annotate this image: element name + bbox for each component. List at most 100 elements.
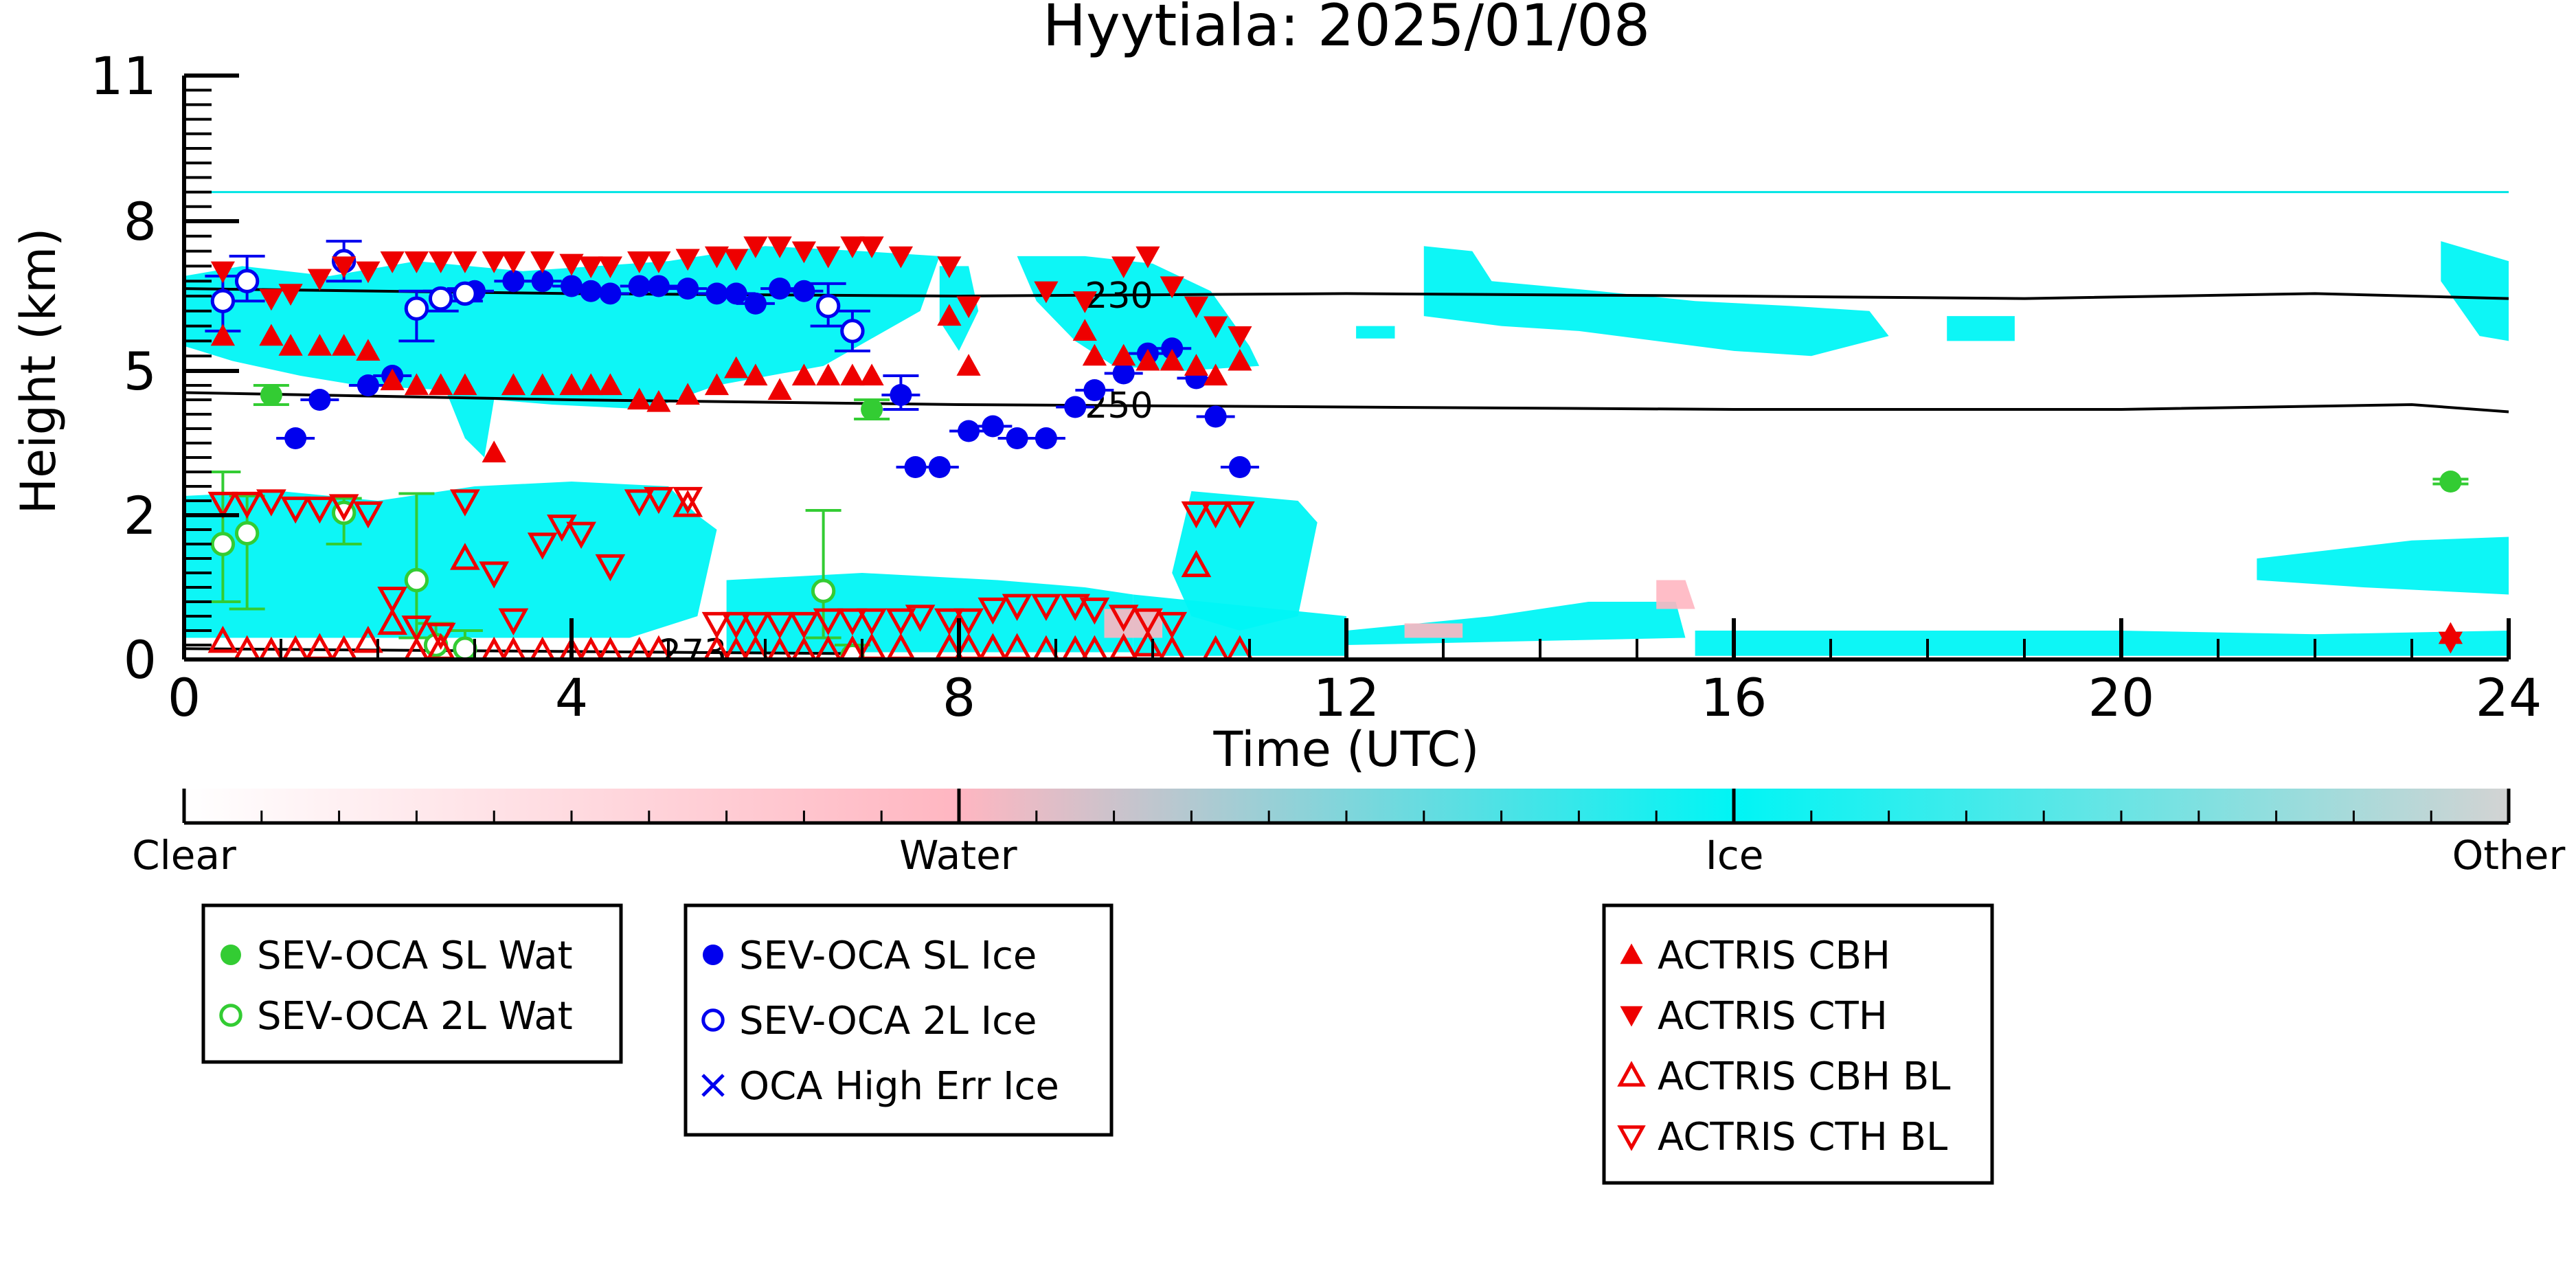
- legend-frame: [683, 903, 1114, 1137]
- data-point: [1181, 501, 1212, 529]
- data-point: [578, 256, 603, 278]
- data-point: [1072, 319, 1097, 341]
- data-point: [566, 521, 596, 549]
- data-point: [2439, 471, 2462, 493]
- data-point: [791, 241, 816, 264]
- data-point: [1111, 343, 1136, 366]
- cloud-region-ice: [1695, 631, 2509, 656]
- data-point: [1060, 594, 1091, 621]
- data-point: [704, 373, 730, 396]
- data-point: [767, 636, 793, 659]
- data-point: [1079, 597, 1110, 625]
- data-point: [357, 374, 379, 396]
- cloud-region-ice: [1356, 326, 1395, 339]
- data-point: [580, 280, 602, 302]
- data-point: [259, 324, 284, 346]
- x-tick-label: 0: [168, 667, 201, 728]
- y-axis-label: Height (km): [10, 228, 67, 515]
- data-point: [1082, 343, 1107, 366]
- x-tick-label: 12: [1313, 667, 1380, 728]
- series-actris-cth: [210, 236, 2463, 654]
- data-point: [937, 256, 962, 278]
- data-point: [813, 608, 844, 635]
- data-point: [502, 270, 525, 293]
- data-point: [304, 496, 335, 524]
- colorbar-label: Ice: [1706, 832, 1764, 879]
- data-point: [1157, 611, 1188, 640]
- series-actris-cth-bl: [207, 486, 1255, 650]
- data-point: [1228, 456, 1251, 478]
- data-point: [207, 626, 238, 653]
- data-point: [353, 626, 383, 653]
- data-point: [356, 261, 381, 284]
- data-point: [645, 635, 673, 659]
- legend-marker: [701, 1074, 725, 1097]
- data-point: [530, 251, 555, 273]
- data-point: [598, 256, 622, 278]
- data-point: [256, 489, 286, 517]
- data-point: [305, 633, 335, 659]
- data-point: [905, 605, 936, 632]
- data-point: [453, 281, 477, 306]
- data-point: [934, 608, 964, 635]
- x-tick-label: 24: [2476, 667, 2542, 728]
- data-point: [1064, 396, 1087, 418]
- data-point: [1204, 316, 1228, 339]
- series-sev-oca-sl-ice: [276, 270, 1259, 478]
- legend-label: SEV-OCA 2L Ice: [739, 999, 1037, 1043]
- data-point: [1204, 363, 1228, 386]
- cloud-region-water: [1404, 623, 1463, 638]
- data-point: [530, 636, 556, 659]
- data-point: [1061, 635, 1089, 659]
- data-point: [453, 636, 477, 659]
- data-point: [723, 636, 749, 659]
- data-point: [1204, 405, 1227, 428]
- data-point: [380, 368, 405, 391]
- data-point: [1031, 594, 1061, 621]
- y-tick-label: 2: [124, 485, 157, 546]
- axes: 0 2 5 8 11 0 4 8 12 16 20 24: [90, 45, 2542, 728]
- legend-label: ACTRIS CTH: [1658, 994, 1888, 1039]
- data-point: [278, 334, 303, 356]
- legend-marker: [219, 1004, 242, 1027]
- data-point: [956, 354, 981, 376]
- legend-label: SEV-OCA 2L Wat: [257, 994, 573, 1039]
- cloud-region-ice: [2441, 241, 2509, 341]
- colorbar-label: Other: [2452, 832, 2566, 879]
- data-point: [675, 383, 700, 405]
- data-point: [624, 489, 655, 517]
- data-point: [482, 251, 506, 273]
- chart-title: Hyytiala: 2025/01/08: [1043, 0, 1650, 59]
- legend-marker: [221, 945, 241, 965]
- data-point: [744, 292, 767, 315]
- data-point: [259, 289, 284, 311]
- data-point: [481, 636, 507, 659]
- data-point: [1034, 281, 1059, 304]
- legend-frame: [1602, 903, 1994, 1185]
- data-point: [675, 249, 700, 271]
- data-point: [677, 278, 699, 300]
- data-point: [704, 246, 730, 269]
- cloud-region-ice: [1133, 594, 1346, 656]
- series-sev-oca-sl-wat: [253, 384, 2469, 493]
- data-point: [626, 636, 653, 659]
- cloud-region-ice: [939, 266, 979, 351]
- data-point: [280, 496, 310, 524]
- data-point: [210, 289, 236, 313]
- data-point: [498, 608, 529, 635]
- data-point: [789, 611, 820, 640]
- data-point: [724, 249, 749, 271]
- data-point: [1226, 635, 1254, 659]
- data-point: [234, 269, 260, 293]
- data-point: [401, 615, 432, 643]
- y-tick-label: 8: [124, 191, 157, 252]
- cloud-region-ice: [184, 482, 717, 638]
- data-point: [356, 339, 381, 361]
- legend-marker: [703, 945, 723, 965]
- data-point: [859, 363, 884, 386]
- data-point: [1006, 427, 1028, 449]
- data-point: [703, 635, 731, 659]
- data-point: [839, 635, 866, 659]
